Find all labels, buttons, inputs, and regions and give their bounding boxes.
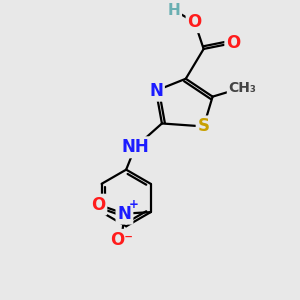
Text: O: O bbox=[91, 196, 105, 214]
Text: CH₃: CH₃ bbox=[229, 81, 256, 95]
Text: O: O bbox=[226, 34, 241, 52]
Text: +: + bbox=[129, 198, 139, 211]
Text: N: N bbox=[118, 205, 131, 223]
Text: NH: NH bbox=[121, 138, 149, 156]
Text: O⁻: O⁻ bbox=[110, 231, 133, 249]
Text: S: S bbox=[198, 117, 210, 135]
Text: O: O bbox=[188, 13, 202, 31]
Text: N: N bbox=[149, 82, 163, 100]
Text: H: H bbox=[167, 3, 180, 18]
